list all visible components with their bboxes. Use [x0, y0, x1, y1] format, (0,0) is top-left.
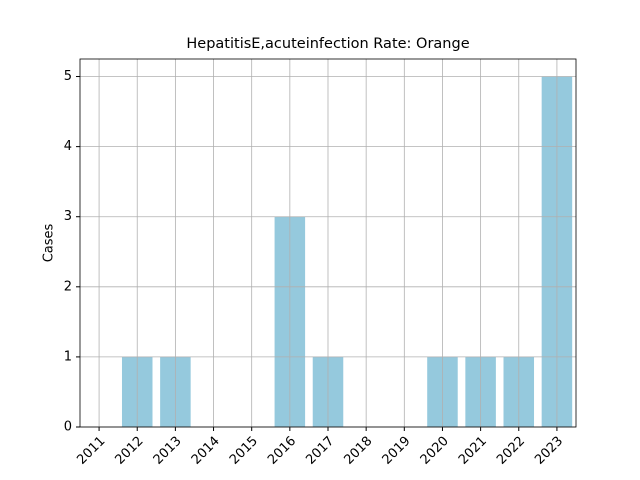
y-tick-label: 0	[64, 420, 72, 435]
x-tick-label: 2018	[341, 434, 375, 468]
x-tick-label: 2017	[303, 434, 337, 468]
y-tick-label: 3	[64, 209, 72, 224]
x-tick-label: 2023	[532, 434, 566, 468]
chart-title: HepatitisE,acuteinfection Rate: Orange	[186, 36, 469, 52]
x-tick-label: 2021	[456, 434, 490, 468]
y-axis-label: Cases	[42, 223, 57, 262]
x-tick-label: 2016	[265, 434, 299, 468]
x-tick-label: 2022	[494, 434, 528, 468]
x-tick-label: 2015	[227, 434, 261, 468]
x-tick-label: 2020	[418, 434, 452, 468]
plot-frame	[79, 58, 577, 428]
x-tick-label: 2014	[189, 434, 223, 468]
x-tick-label: 2012	[113, 434, 147, 468]
y-tick-label: 1	[64, 349, 72, 364]
x-tick-label: 2013	[151, 434, 185, 468]
y-tick-label: 2	[64, 279, 72, 294]
y-tick-label: 5	[64, 69, 72, 84]
x-tick-label: 2011	[74, 434, 108, 468]
x-tick-label: 2019	[380, 434, 414, 468]
y-tick-label: 4	[64, 139, 72, 154]
